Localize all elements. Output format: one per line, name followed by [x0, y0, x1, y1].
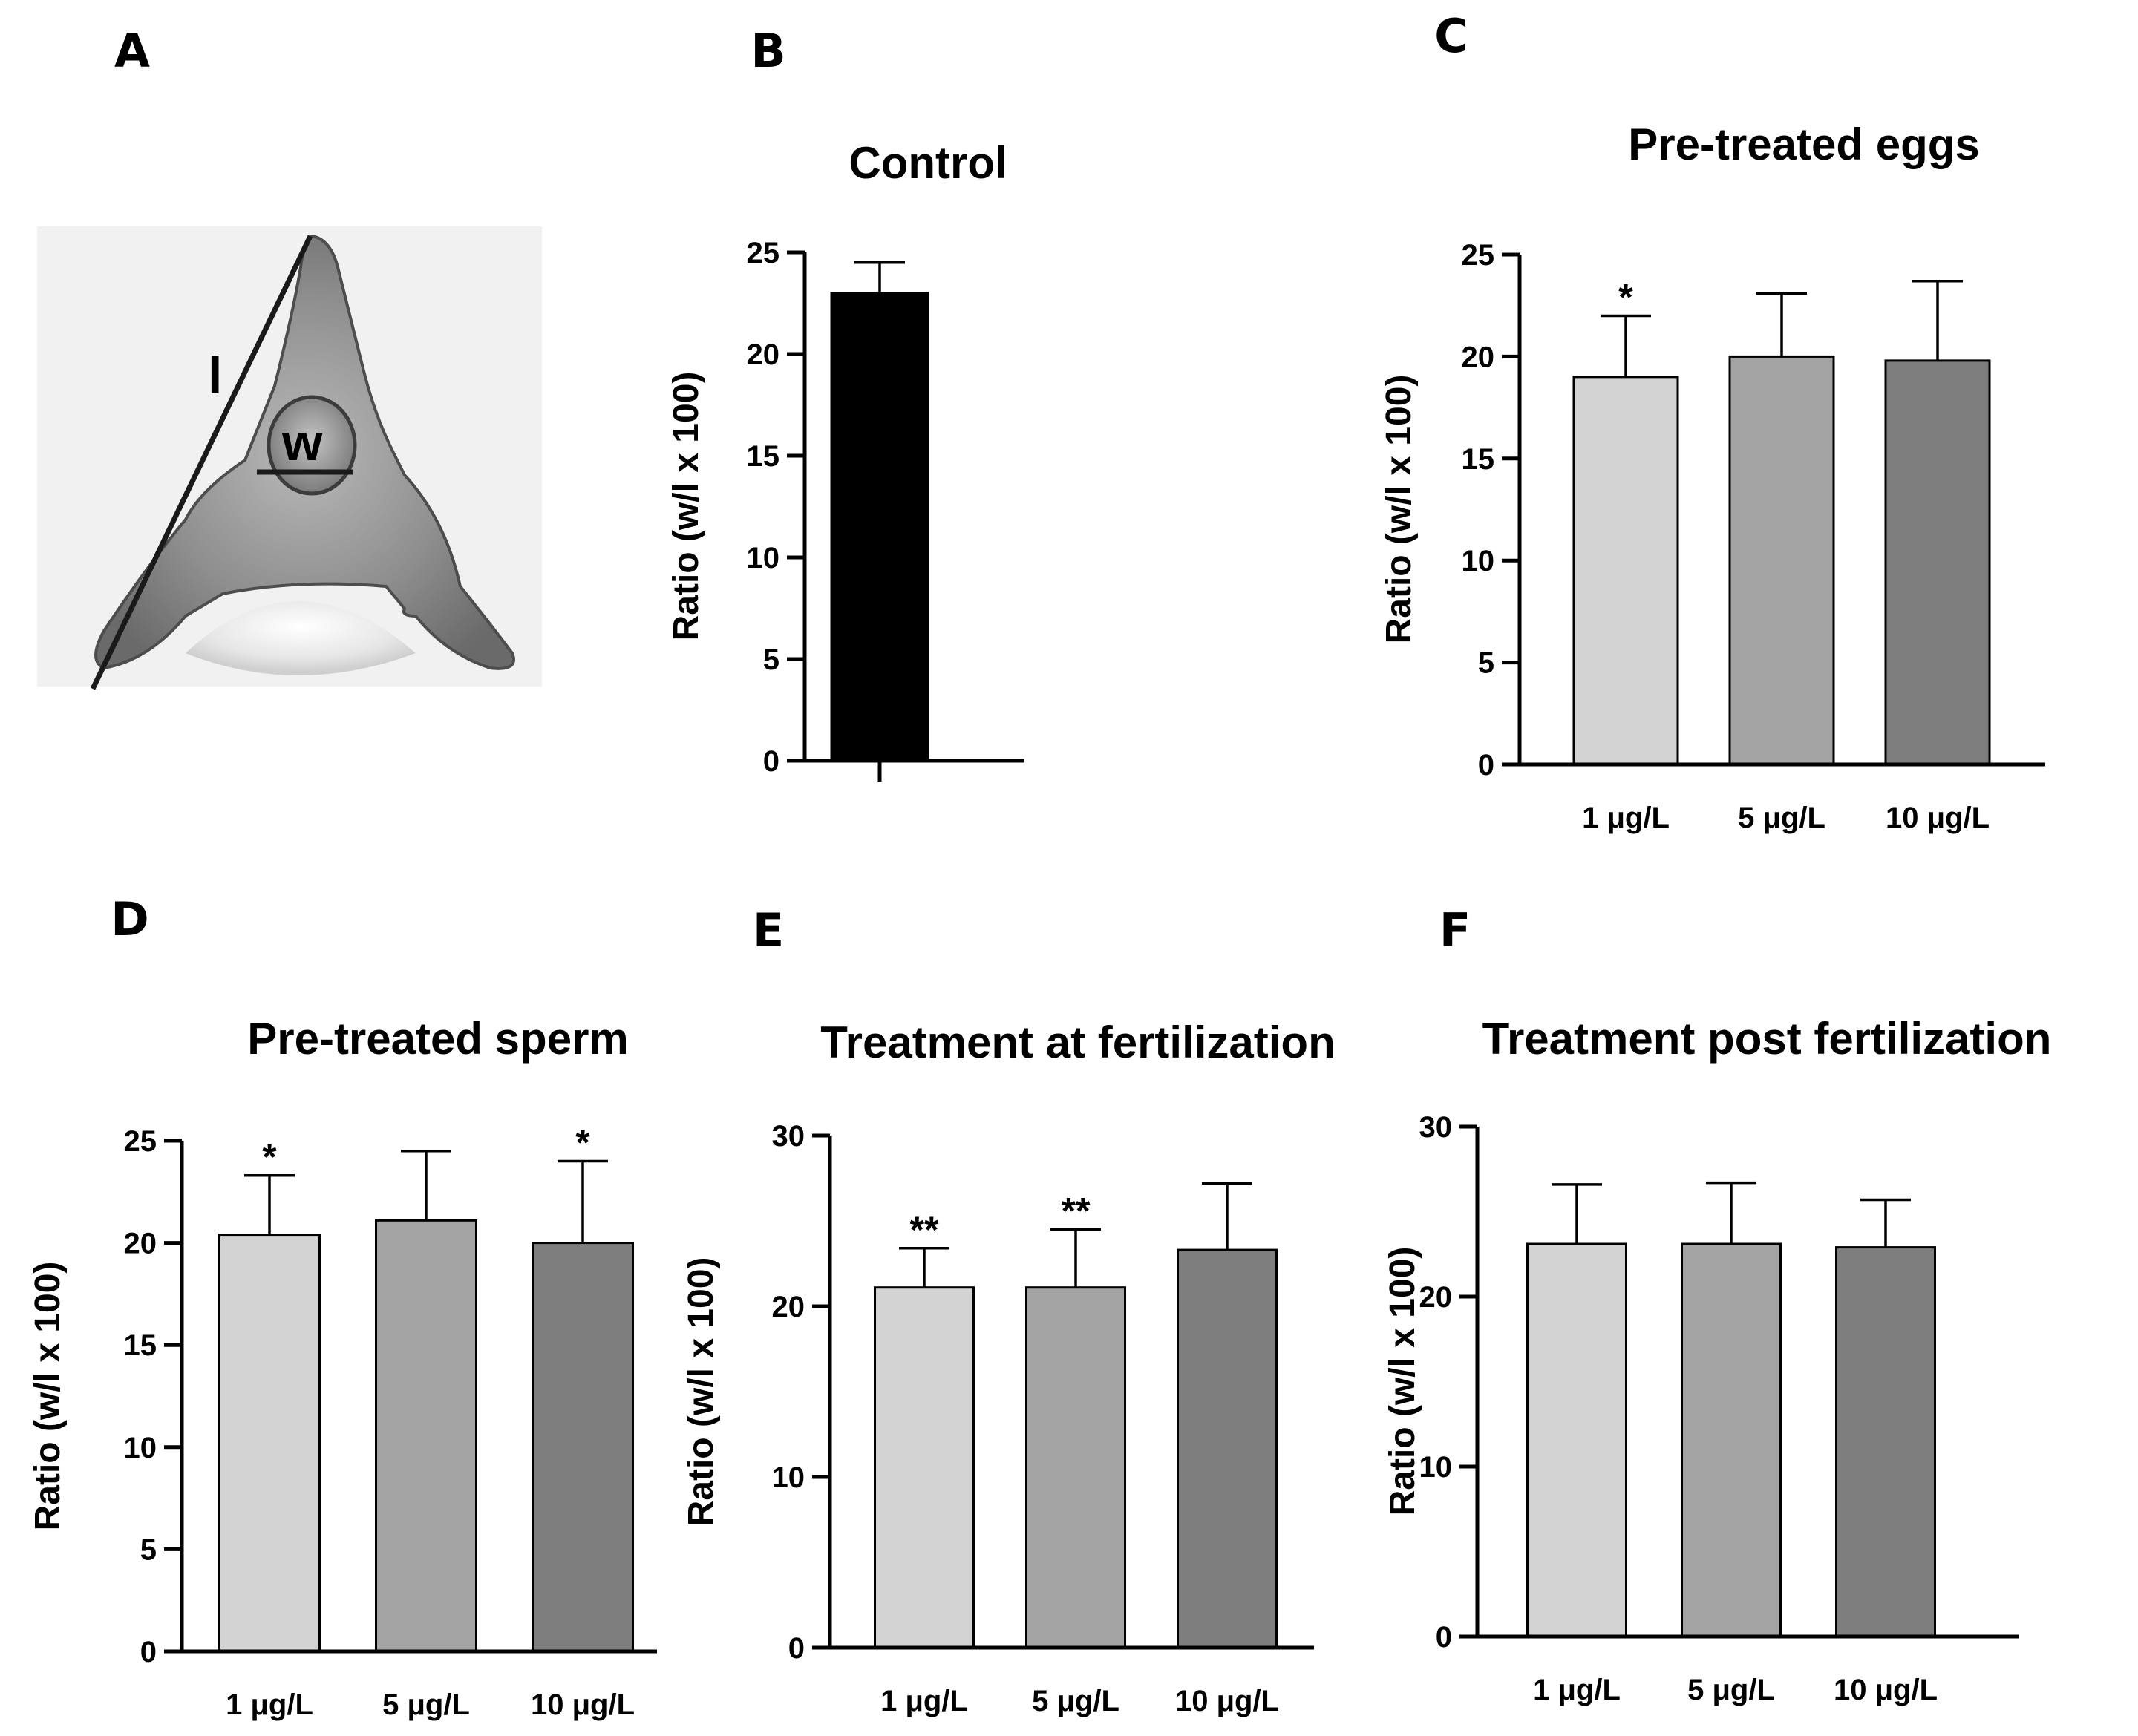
bar: [1884, 359, 1991, 766]
x-tick-label: 1 μg/L: [880, 1685, 968, 1717]
significance-mark: *: [262, 1136, 277, 1178]
y-tick-label: 0: [1478, 749, 1494, 782]
y-tick-label: 30: [1419, 1111, 1453, 1144]
chart-title: Treatment post fertilization: [1482, 1014, 2052, 1064]
x-tick-label: 10 μg/L: [1834, 1674, 1938, 1706]
x-tick-label: 5 μg/L: [1687, 1674, 1775, 1706]
y-axis-label: Ratio (w/l x 100): [1379, 375, 1419, 644]
bar: [218, 1234, 321, 1653]
panel-letter-b: B: [751, 24, 785, 78]
panel-d-chart: D Pre-treated sperm Ratio (w/l x 100) * 1 μg…: [28, 892, 657, 1721]
label-w: w: [281, 413, 323, 471]
y-tick-label: 5: [763, 643, 779, 676]
y-tick-label: 20: [747, 338, 780, 371]
panel-a: A l w: [37, 24, 542, 690]
y-axis-label: Ratio (w/l x 100): [28, 1262, 68, 1531]
y-axis-label: Ratio (w/l x 100): [1383, 1247, 1422, 1516]
chart-title: Treatment at fertilization: [820, 1018, 1335, 1067]
y-tick-label: 5: [1478, 647, 1494, 680]
y-tick-label: 25: [1462, 239, 1495, 272]
bar: [375, 1219, 477, 1653]
y-tick-label: 20: [1462, 341, 1495, 373]
y-tick-label: 0: [788, 1632, 805, 1665]
label-l: l: [208, 347, 222, 404]
bar: [830, 292, 929, 762]
x-tick-label: 10 μg/L: [1175, 1685, 1279, 1717]
bar: [1526, 1242, 1627, 1638]
bar: [1572, 376, 1679, 766]
y-tick-label: 10: [772, 1461, 805, 1494]
bar: [874, 1286, 975, 1649]
x-tick-label: 5 μg/L: [382, 1688, 470, 1721]
larva-micrograph: l w: [37, 226, 542, 690]
chart-title: Pre-treated sperm: [247, 1014, 629, 1064]
significance-mark: *: [1618, 276, 1633, 318]
x-tick-label: 5 μg/L: [1738, 802, 1825, 834]
x-tick-label: 1 μg/L: [1533, 1674, 1621, 1706]
chart-title: Control: [849, 138, 1007, 188]
chart-title: Pre-treated eggs: [1628, 119, 1980, 169]
y-tick-label: 0: [140, 1636, 157, 1668]
bar: [1681, 1242, 1782, 1638]
y-tick-label: 10: [124, 1432, 157, 1464]
y-tick-label: 20: [124, 1228, 157, 1260]
x-tick-label: 1 μg/L: [1582, 802, 1670, 834]
y-tick-label: 0: [763, 745, 779, 778]
bar: [1177, 1248, 1278, 1649]
y-tick-label: 10: [1462, 545, 1495, 577]
x-tick-label: 10 μg/L: [531, 1688, 635, 1721]
bar: [1025, 1286, 1126, 1649]
y-tick-label: 30: [772, 1120, 805, 1153]
y-tick-label: 20: [1419, 1281, 1453, 1314]
y-tick-label: 20: [772, 1291, 805, 1323]
y-axis-label: Ratio (w/l x 100): [681, 1257, 721, 1527]
panel-letter-e: E: [753, 903, 784, 957]
bar: [1835, 1246, 1936, 1638]
y-tick-label: 10: [747, 542, 780, 574]
y-tick-label: 25: [747, 237, 780, 269]
panel-letter-d: D: [111, 892, 148, 946]
y-tick-label: 5: [140, 1533, 157, 1566]
y-tick-label: 15: [124, 1329, 157, 1362]
panel-letter-a: A: [114, 24, 150, 78]
panel-b-chart: B Control Ratio (w/l x 100) 0 5 10 15 20 25: [667, 24, 1024, 782]
bar: [532, 1242, 634, 1653]
panel-e-chart: E Treatment at fertilization Ratio (w/l x …: [681, 903, 1336, 1717]
larva-base: [186, 601, 416, 675]
y-tick-label: 15: [1462, 443, 1495, 476]
y-tick-label: 25: [124, 1125, 157, 1158]
y-tick-label: 10: [1419, 1451, 1453, 1484]
bar: [1728, 355, 1835, 766]
y-tick-label: 0: [1436, 1621, 1452, 1654]
x-tick-label: 10 μg/L: [1886, 802, 1990, 834]
significance-mark: *: [575, 1122, 590, 1164]
x-tick-label: 5 μg/L: [1032, 1685, 1119, 1717]
significance-mark: **: [910, 1209, 939, 1251]
y-axis-label: Ratio (w/l x 100): [667, 372, 706, 641]
y-tick-label: 15: [747, 440, 780, 473]
length-line: [90, 235, 313, 690]
panel-letter-c: C: [1434, 9, 1468, 63]
panel-f-chart: F Treatment post fertilization Ratio (w/l …: [1383, 903, 2051, 1706]
panel-letter-f: F: [1439, 903, 1471, 957]
x-tick-label: 1 μg/L: [226, 1688, 313, 1721]
significance-mark: **: [1062, 1190, 1091, 1232]
panel-c-chart: C Pre-treated eggs Ratio (w/l x 100) * 1 μg/…: [1379, 9, 2045, 834]
